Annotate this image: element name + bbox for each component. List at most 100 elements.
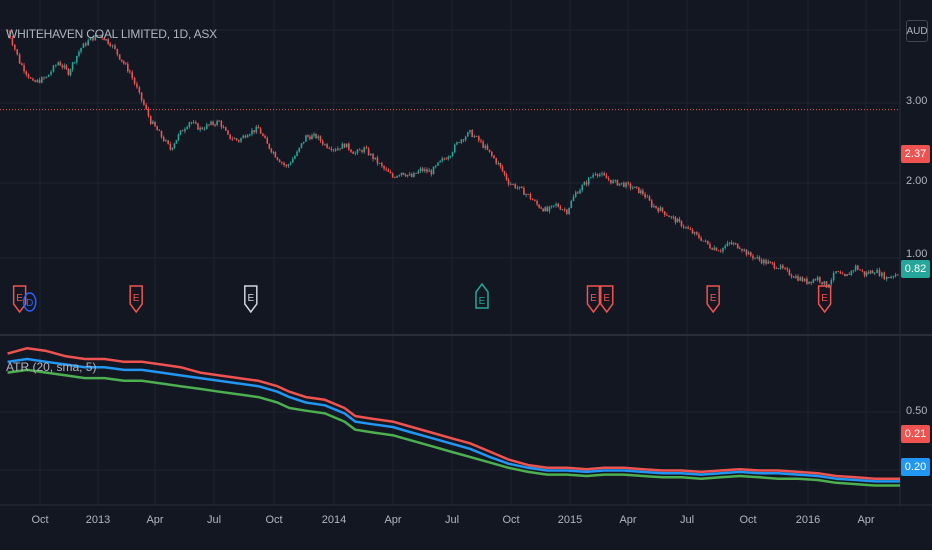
dividend-marker[interactable]: D [23, 292, 37, 312]
candle-body [358, 149, 361, 151]
candle-body [324, 144, 326, 146]
candle-body [370, 153, 372, 156]
earnings-marker[interactable]: E [129, 285, 143, 314]
candle-body [650, 200, 653, 207]
candle-body [516, 187, 519, 189]
candle-body [118, 54, 121, 60]
earnings-marker[interactable]: E [244, 285, 258, 314]
candle-body [103, 37, 105, 41]
candle-body [149, 116, 152, 124]
earnings-marker[interactable]: E [12, 285, 27, 314]
candle-body [668, 215, 670, 218]
price-axis-tick: 2.00 [906, 175, 928, 187]
candle-body [298, 147, 301, 152]
candle-body [747, 252, 750, 255]
candle-body [424, 169, 426, 172]
candle-body [184, 129, 186, 132]
candle-body [819, 277, 821, 283]
marker-label: E [821, 293, 828, 304]
candle-body [614, 180, 617, 181]
x-axis-tick: 2016 [795, 514, 821, 526]
x-axis-tick: Oct [739, 514, 757, 526]
candle-body [475, 136, 478, 137]
candle-body [199, 127, 201, 130]
candle-body [507, 179, 510, 185]
last-price-badge: 0.82 [901, 260, 930, 278]
candle-body [629, 183, 632, 189]
candle-body [538, 204, 540, 208]
candle-body [428, 170, 430, 172]
candle-body [116, 48, 119, 55]
candle-body [638, 187, 640, 194]
candle-body [259, 128, 262, 134]
candle-body [96, 35, 99, 36]
candle-body [546, 207, 549, 212]
candle-body [165, 140, 167, 142]
earnings-marker[interactable]: E [706, 285, 720, 314]
candle-body [315, 134, 317, 139]
candle-body [648, 196, 651, 201]
candle-body [892, 276, 895, 278]
candle-body [195, 122, 197, 124]
candle-body [540, 207, 542, 209]
candle-body [82, 43, 85, 49]
candle-body [385, 168, 388, 170]
candle-body [752, 255, 754, 259]
candle-body [190, 122, 193, 124]
candle-body [197, 123, 199, 130]
candle-body [534, 200, 536, 201]
candle-body [136, 83, 138, 88]
candle-body [765, 259, 767, 264]
candle-body [689, 228, 692, 230]
candle-body [848, 274, 851, 275]
candle-body [363, 147, 365, 153]
candle-body [661, 207, 664, 212]
candle-body [782, 265, 784, 269]
candle-body [32, 78, 34, 81]
candle-body [495, 158, 498, 164]
candle-body [488, 149, 491, 152]
earnings-marker[interactable]: E [586, 285, 601, 314]
candle-body [354, 152, 357, 154]
candle-body [797, 276, 799, 281]
candle-body [590, 177, 592, 179]
candle-body [167, 140, 169, 144]
candle-body [743, 249, 745, 251]
candle-body [499, 163, 502, 167]
marker-label: E [710, 293, 717, 304]
candle-body [246, 135, 249, 138]
candle-body [462, 139, 465, 141]
candle-body [441, 158, 444, 161]
x-axis-tick: Jul [444, 514, 460, 526]
candle-body [771, 262, 774, 264]
candle-body [107, 39, 109, 44]
candle-body [666, 214, 668, 216]
atr-mid-badge: 0.20 [901, 458, 930, 476]
candle-body [598, 174, 601, 176]
candle-body [361, 150, 363, 153]
candle-body [78, 51, 80, 56]
candle-body [156, 126, 158, 131]
candle-body [430, 170, 433, 175]
candle-body [413, 172, 415, 177]
candle-body [434, 165, 437, 167]
candle-body [756, 257, 759, 258]
indicator-title[interactable]: ATR (20, sma, 5) [6, 360, 97, 374]
earnings-marker[interactable]: E [817, 285, 832, 314]
candle-body [73, 62, 76, 64]
earnings-marker[interactable]: E [475, 282, 489, 309]
candle-body [520, 186, 523, 189]
currency-button[interactable]: AUD [906, 20, 928, 42]
earnings-marker[interactable]: E [600, 285, 614, 314]
candle-body [456, 142, 458, 145]
candle-body [80, 48, 82, 52]
candle-body [402, 172, 405, 175]
candle-body [812, 279, 815, 283]
candle-body [767, 261, 770, 264]
candle-body [122, 61, 125, 64]
candle-body [367, 148, 370, 156]
candle-body [464, 136, 467, 141]
candle-body [480, 140, 482, 142]
candle-body [218, 120, 220, 122]
